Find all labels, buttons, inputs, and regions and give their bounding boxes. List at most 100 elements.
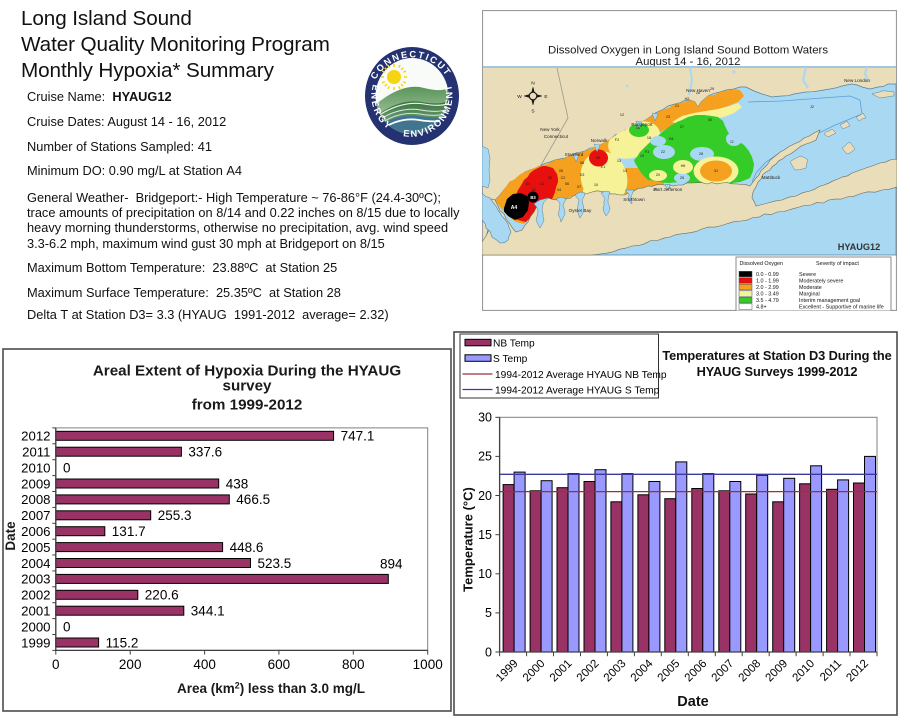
- svg-text:22: 22: [661, 150, 665, 154]
- svg-text:344.1: 344.1: [191, 604, 225, 619]
- svg-text:894: 894: [380, 557, 403, 572]
- svg-text:18: 18: [647, 136, 651, 140]
- svg-text:Connecticut: Connecticut: [544, 134, 569, 139]
- svg-text:1994-2012 Average HYAUG S Temp: 1994-2012 Average HYAUG S Temp: [495, 385, 660, 396]
- svg-text:N: N: [531, 81, 535, 87]
- svg-text:08: 08: [580, 161, 584, 165]
- svg-text:10: 10: [478, 567, 492, 581]
- svg-text:Smithtown: Smithtown: [623, 197, 645, 202]
- svg-text:C1: C1: [540, 182, 545, 186]
- svg-text:Dissolved Oxygen: Dissolved Oxygen: [740, 261, 783, 267]
- svg-text:29: 29: [710, 87, 714, 91]
- svg-text:E1: E1: [601, 165, 606, 169]
- svg-text:03: 03: [548, 176, 552, 180]
- svg-text:Norwalk: Norwalk: [591, 138, 608, 143]
- svg-text:Interim management goal: Interim management goal: [799, 298, 860, 304]
- svg-text:2012: 2012: [21, 429, 50, 444]
- svg-text:800: 800: [342, 657, 365, 672]
- svg-text:1.0 - 1.99: 1.0 - 1.99: [756, 279, 779, 285]
- svg-text:Port Jefferson: Port Jefferson: [654, 187, 683, 192]
- svg-text:Area (km2) less than 3.0 mg/L: Area (km2) less than 3.0 mg/L: [177, 681, 365, 697]
- svg-text:2003: 2003: [21, 572, 50, 587]
- svg-text:2006: 2006: [21, 524, 50, 539]
- svg-text:Severe: Severe: [799, 272, 816, 278]
- svg-text:August 14 - 16, 2012: August 14 - 16, 2012: [636, 56, 741, 68]
- svg-text:600: 600: [268, 657, 291, 672]
- svg-text:1999: 1999: [21, 635, 50, 650]
- svg-text:30: 30: [478, 411, 492, 425]
- svg-text:from 1999-2012: from 1999-2012: [192, 397, 303, 414]
- svg-text:1000: 1000: [413, 657, 443, 672]
- svg-text:25: 25: [478, 450, 492, 464]
- svg-text:15: 15: [478, 528, 492, 542]
- svg-text:HYAUG Surveys 1999-2012: HYAUG Surveys 1999-2012: [697, 364, 858, 379]
- svg-text:05: 05: [559, 169, 563, 173]
- svg-text:337.6: 337.6: [188, 445, 222, 460]
- svg-text:F2: F2: [615, 138, 619, 142]
- svg-text:2000: 2000: [21, 619, 50, 634]
- svg-text:3.0 - 3.49: 3.0 - 3.49: [756, 292, 779, 298]
- svg-text:J2: J2: [810, 105, 814, 109]
- svg-text:27: 27: [680, 125, 684, 129]
- svg-text:C2: C2: [561, 176, 566, 180]
- svg-text:438: 438: [226, 476, 249, 491]
- svg-text:26: 26: [696, 91, 700, 95]
- svg-text:2001: 2001: [21, 604, 50, 619]
- svg-text:New Haven: New Haven: [686, 88, 710, 93]
- svg-text:06: 06: [565, 182, 569, 186]
- svg-text:131.7: 131.7: [112, 524, 146, 539]
- svg-text:survey: survey: [223, 378, 273, 395]
- svg-text:Mattituck: Mattituck: [762, 175, 781, 180]
- svg-text:2004: 2004: [21, 556, 50, 571]
- svg-text:S: S: [531, 109, 534, 115]
- svg-text:HYAUG12: HYAUG12: [838, 242, 881, 252]
- svg-text:H4: H4: [669, 137, 674, 141]
- svg-text:2008: 2008: [21, 492, 50, 507]
- svg-text:F3: F3: [645, 150, 649, 154]
- svg-text:I2: I2: [730, 140, 733, 144]
- svg-text:30: 30: [708, 118, 712, 122]
- svg-text:New York: New York: [540, 127, 560, 132]
- svg-text:H6: H6: [681, 164, 686, 168]
- svg-text:2007: 2007: [21, 508, 50, 523]
- svg-text:2011: 2011: [22, 445, 50, 460]
- svg-text:4.8+: 4.8+: [756, 305, 767, 311]
- svg-text:16: 16: [636, 126, 640, 130]
- svg-text:10: 10: [594, 183, 598, 187]
- svg-text:Temperature (°C): Temperature (°C): [461, 487, 476, 592]
- svg-text:0: 0: [63, 619, 71, 634]
- svg-text:0: 0: [63, 460, 71, 475]
- svg-text:0: 0: [52, 657, 60, 672]
- svg-text:09: 09: [596, 156, 600, 160]
- svg-text:Temperatures at Station D3 Dur: Temperatures at Station D3 During the: [662, 348, 891, 363]
- svg-text:2002: 2002: [21, 588, 50, 603]
- svg-text:Date: Date: [677, 694, 708, 710]
- svg-text:19: 19: [640, 154, 644, 158]
- svg-text:Dissolved Oxygen in Long Islan: Dissolved Oxygen in Long Island Sound Bo…: [548, 45, 828, 57]
- svg-text:Oyster Bay: Oyster Bay: [569, 208, 592, 213]
- svg-text:20: 20: [478, 489, 492, 503]
- svg-text:466.5: 466.5: [236, 492, 270, 507]
- svg-text:New London: New London: [844, 78, 870, 83]
- svg-text:15: 15: [653, 188, 657, 192]
- svg-text:Areal Extent of Hypoxia During: Areal Extent of Hypoxia During the HYAUG: [93, 362, 401, 379]
- svg-text:115.2: 115.2: [106, 635, 139, 650]
- svg-text:2.0 - 2.99: 2.0 - 2.99: [756, 285, 779, 291]
- svg-text:12: 12: [620, 113, 624, 117]
- svg-text:W: W: [517, 94, 522, 100]
- svg-text:A4: A4: [511, 205, 518, 211]
- svg-text:21: 21: [675, 104, 679, 108]
- svg-text:Severity of impact: Severity of impact: [816, 261, 859, 267]
- svg-text:E: E: [544, 94, 547, 100]
- svg-text:400: 400: [193, 657, 216, 672]
- svg-text:Date: Date: [3, 521, 18, 551]
- svg-text:Bridgeport: Bridgeport: [631, 122, 653, 127]
- svg-text:0: 0: [485, 645, 492, 659]
- svg-text:23: 23: [666, 115, 670, 119]
- svg-text:448.6: 448.6: [230, 540, 264, 555]
- svg-text:Excellent - Supportive of mari: Excellent - Supportive of marine life: [799, 305, 884, 311]
- svg-text:Marginal: Marginal: [799, 292, 820, 298]
- svg-text:H2: H2: [685, 97, 690, 101]
- svg-text:NB Temp: NB Temp: [493, 338, 535, 349]
- svg-text:28: 28: [699, 152, 703, 156]
